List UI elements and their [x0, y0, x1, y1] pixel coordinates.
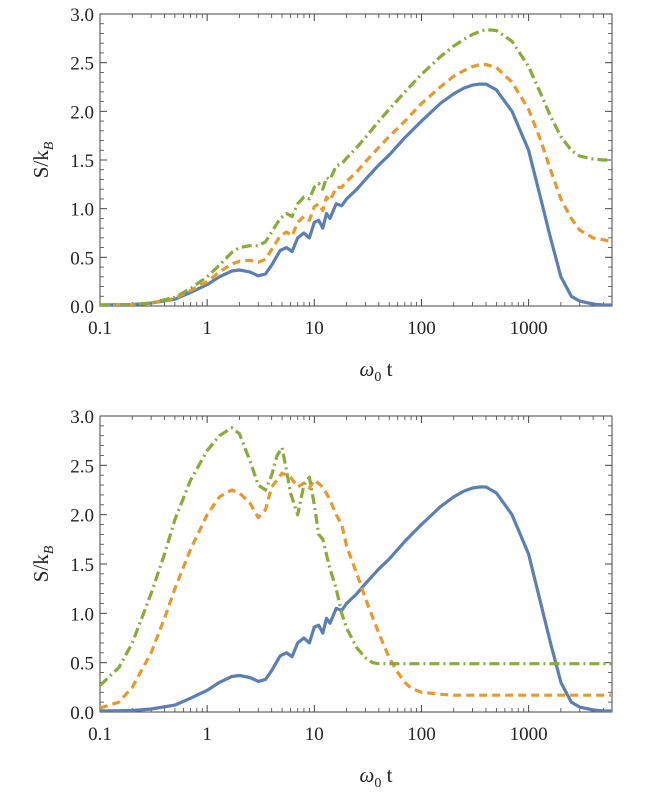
- top-x-tick-label: 0.1: [88, 318, 112, 339]
- bottom-x-tick-label: 1000: [510, 724, 548, 745]
- bottom-series-dashed: [100, 471, 612, 710]
- top-y-tick-label: 0.0: [70, 297, 94, 318]
- bottom-x-tick-label: 0.1: [88, 724, 112, 745]
- bottom-y-tick-label: 1.5: [70, 555, 94, 576]
- top-y-axis-label: S/kB: [29, 141, 57, 178]
- bottom-x-tick-label: 100: [407, 724, 436, 745]
- top-plot-frame: [99, 13, 613, 307]
- bottom-series-solid: [100, 485, 612, 712]
- bottom-x-tick-label: 10: [305, 724, 324, 745]
- chart-bottom: 0.1 1 10 100 1000 0.0 0.5 1.0 1.5 2.0 2.5 3.0 ω0 t S/…: [29, 407, 613, 791]
- chart-top: 0.1 1 10 100 1000 0.0 0.5 1.0 1.5 2.0 2.5 3.0 ω0 t S/…: [29, 5, 613, 385]
- bottom-x-tick-label: 1: [202, 724, 212, 745]
- top-x-tick-label: 100: [407, 318, 436, 339]
- top-y-tick-label: 1.5: [70, 151, 94, 172]
- top-y-tick-label: 2.0: [70, 102, 94, 123]
- bottom-plot-frame: [99, 415, 613, 713]
- bottom-y-tick-label: 2.0: [70, 506, 94, 527]
- bottom-y-tick-label: 1.0: [70, 604, 94, 625]
- top-x-tick-label: 1: [202, 318, 212, 339]
- top-y-tick-label: 3.0: [70, 5, 94, 26]
- top-y-tick-label: 0.5: [70, 248, 94, 269]
- bottom-y-tick-label: 0.0: [70, 703, 94, 724]
- bottom-series-dash-dot: [100, 426, 612, 687]
- bottom-y-tick-label: 2.5: [70, 456, 94, 477]
- top-y-tick-label: 2.5: [70, 54, 94, 75]
- top-y-tick-label: 1.0: [70, 200, 94, 221]
- bottom-y-tick-label: 0.5: [70, 654, 94, 675]
- top-x-axis-label: ω0 t: [360, 357, 393, 385]
- bottom-x-axis-label: ω0 t: [360, 763, 393, 791]
- top-series-dashed: [100, 62, 612, 306]
- bottom-y-tick-label: 3.0: [70, 407, 94, 428]
- top-series-dash-dot: [100, 28, 612, 306]
- top-series-solid: [100, 82, 612, 306]
- top-x-tick-label: 1000: [510, 318, 548, 339]
- bottom-y-axis-label: S/kB: [29, 545, 57, 582]
- top-x-tick-label: 10: [305, 318, 324, 339]
